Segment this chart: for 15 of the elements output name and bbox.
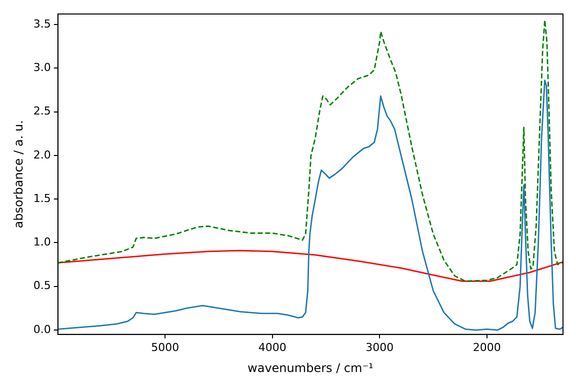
y-axis-title: absorbance / a. u. <box>11 120 26 228</box>
y-tick-label: 1.0 <box>33 236 51 249</box>
line-series <box>58 19 563 282</box>
y-tick-label: 3.5 <box>33 17 51 30</box>
x-tick-label: 2000 <box>472 340 501 354</box>
x-tick-label: 5000 <box>151 340 180 354</box>
x-axis-title: wavenumbers / cm⁻¹ <box>248 360 374 375</box>
x-tick-label: 4000 <box>258 340 286 354</box>
y-tick-label: 2.5 <box>33 104 51 118</box>
y-tick-label: 0.0 <box>33 322 51 336</box>
x-tick-label: 3000 <box>366 340 394 354</box>
y-tick-label: 3.0 <box>33 60 51 74</box>
y-tick-label: 2.0 <box>33 148 51 162</box>
y-tick-label: 1.5 <box>33 192 51 205</box>
y-tick-label: 0.5 <box>33 279 51 292</box>
